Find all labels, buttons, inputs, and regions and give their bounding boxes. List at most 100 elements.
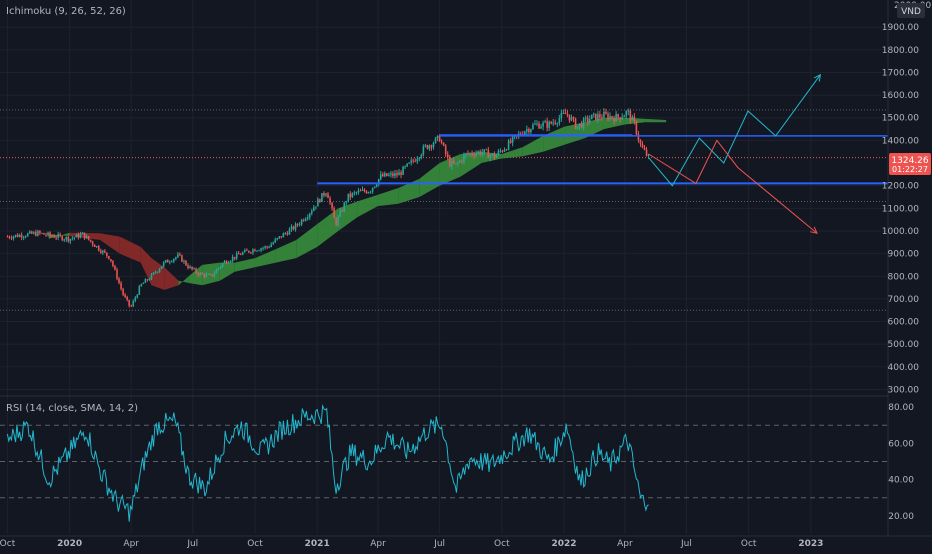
candle-body[interactable] bbox=[428, 145, 431, 149]
candle-body[interactable] bbox=[631, 116, 634, 121]
candle-body[interactable] bbox=[201, 273, 204, 275]
candle-body[interactable] bbox=[408, 162, 410, 164]
candle-body[interactable] bbox=[576, 126, 579, 129]
candle-body[interactable] bbox=[329, 198, 331, 203]
bullish-projection[interactable] bbox=[648, 74, 821, 187]
candle-body[interactable] bbox=[26, 233, 29, 237]
candle-body[interactable] bbox=[122, 288, 124, 295]
candle-body[interactable] bbox=[487, 149, 490, 158]
candle-body[interactable] bbox=[110, 259, 112, 262]
candle-body[interactable] bbox=[18, 234, 21, 237]
candle-body[interactable] bbox=[219, 266, 222, 269]
candle-body[interactable] bbox=[16, 234, 19, 237]
candle-body[interactable] bbox=[85, 236, 88, 239]
candle-body[interactable] bbox=[173, 258, 175, 262]
candle-body[interactable] bbox=[404, 166, 406, 168]
candle-body[interactable] bbox=[73, 237, 76, 239]
candle-body[interactable] bbox=[205, 274, 208, 277]
candle-body[interactable] bbox=[132, 300, 135, 307]
candle-body[interactable] bbox=[43, 233, 45, 235]
candle-body[interactable] bbox=[116, 269, 118, 279]
candle-body[interactable] bbox=[237, 253, 240, 255]
candle-body[interactable] bbox=[227, 262, 230, 264]
candle-body[interactable] bbox=[136, 294, 139, 298]
candle-body[interactable] bbox=[308, 213, 311, 218]
candle-body[interactable] bbox=[369, 191, 372, 193]
candle-body[interactable] bbox=[593, 113, 595, 115]
candle-body[interactable] bbox=[501, 150, 504, 152]
candle-body[interactable] bbox=[231, 256, 234, 261]
candle-body[interactable] bbox=[266, 246, 268, 248]
candle-body[interactable] bbox=[627, 110, 630, 112]
candle-body[interactable] bbox=[402, 166, 404, 175]
candle-body[interactable] bbox=[351, 193, 354, 197]
candle-body[interactable] bbox=[448, 157, 451, 167]
candle-body[interactable] bbox=[215, 269, 218, 274]
candle-body[interactable] bbox=[552, 122, 555, 124]
candle-body[interactable] bbox=[590, 114, 593, 120]
candle-body[interactable] bbox=[223, 261, 226, 264]
candle-body[interactable] bbox=[327, 193, 329, 199]
candle-body[interactable] bbox=[241, 252, 244, 255]
candle-body[interactable] bbox=[8, 236, 11, 238]
candle-body[interactable] bbox=[495, 154, 498, 158]
candle-body[interactable] bbox=[57, 234, 59, 238]
candle-body[interactable] bbox=[217, 268, 220, 270]
candle-body[interactable] bbox=[79, 234, 82, 238]
candle-body[interactable] bbox=[53, 236, 55, 238]
candle-body[interactable] bbox=[341, 210, 344, 212]
candle-body[interactable] bbox=[71, 238, 74, 239]
candle-body[interactable] bbox=[572, 117, 575, 119]
candle-body[interactable] bbox=[469, 152, 471, 154]
candle-body[interactable] bbox=[288, 229, 291, 235]
candle-body[interactable] bbox=[187, 265, 189, 269]
currency-badge[interactable] bbox=[897, 3, 925, 18]
candle-body[interactable] bbox=[574, 118, 577, 129]
candle-body[interactable] bbox=[558, 118, 561, 124]
candle-body[interactable] bbox=[639, 140, 642, 144]
candle-body[interactable] bbox=[361, 189, 364, 191]
candle-body[interactable] bbox=[377, 179, 380, 185]
candle-body[interactable] bbox=[398, 172, 400, 176]
candle-body[interactable] bbox=[359, 190, 362, 192]
candle-body[interactable] bbox=[124, 294, 126, 297]
candle-body[interactable] bbox=[461, 160, 463, 162]
candle-body[interactable] bbox=[189, 266, 191, 269]
candle-body[interactable] bbox=[440, 141, 443, 143]
candle-body[interactable] bbox=[394, 173, 396, 177]
candle-body[interactable] bbox=[99, 250, 102, 253]
candle-body[interactable] bbox=[595, 113, 597, 121]
candle-body[interactable] bbox=[578, 123, 581, 127]
candle-body[interactable] bbox=[112, 261, 114, 267]
candle-body[interactable] bbox=[91, 241, 94, 245]
candle-body[interactable] bbox=[128, 299, 130, 306]
candle-body[interactable] bbox=[534, 123, 536, 125]
candle-body[interactable] bbox=[570, 117, 573, 121]
candle-body[interactable] bbox=[229, 260, 232, 263]
candle-body[interactable] bbox=[485, 149, 488, 151]
candle-body[interactable] bbox=[67, 236, 70, 242]
candle-body[interactable] bbox=[455, 163, 457, 165]
candle-body[interactable] bbox=[345, 201, 348, 203]
candle-body[interactable] bbox=[321, 193, 323, 203]
candle-body[interactable] bbox=[588, 119, 591, 122]
candle-body[interactable] bbox=[442, 142, 445, 146]
candle-body[interactable] bbox=[556, 123, 559, 125]
candle-body[interactable] bbox=[209, 274, 212, 275]
candle-body[interactable] bbox=[185, 260, 187, 266]
candle-body[interactable] bbox=[641, 143, 644, 148]
candle-body[interactable] bbox=[475, 153, 477, 156]
candle-body[interactable] bbox=[211, 274, 214, 276]
candle-body[interactable] bbox=[278, 236, 281, 239]
candle-body[interactable] bbox=[536, 123, 538, 125]
candle-body[interactable] bbox=[562, 112, 565, 114]
candle-body[interactable] bbox=[51, 235, 53, 237]
candle-body[interactable] bbox=[430, 145, 433, 148]
candle-body[interactable] bbox=[142, 282, 145, 284]
candle-body[interactable] bbox=[69, 238, 72, 242]
candle-body[interactable] bbox=[235, 253, 238, 259]
candle-body[interactable] bbox=[367, 192, 370, 194]
candle-body[interactable] bbox=[225, 261, 228, 264]
candle-body[interactable] bbox=[55, 237, 57, 239]
